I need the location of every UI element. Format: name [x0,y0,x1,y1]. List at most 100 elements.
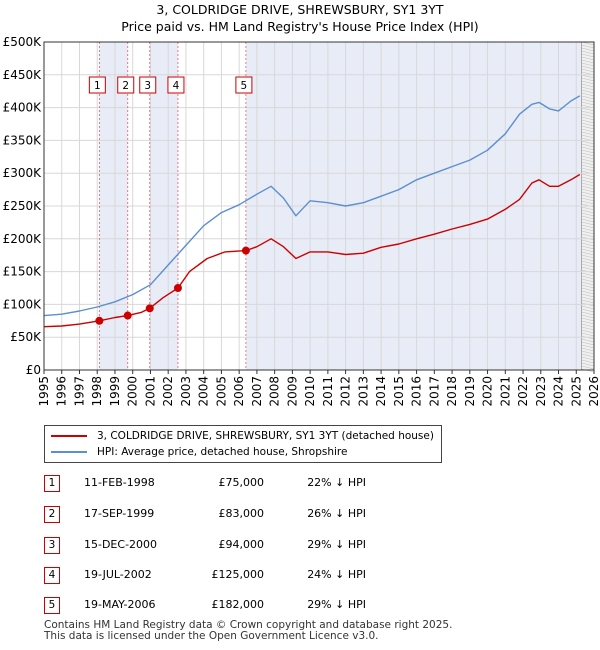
future-hatch [581,53,595,58]
x-tick-label: 1999 [108,376,122,407]
y-tick-label: £500K [3,35,43,49]
future-hatch [581,338,595,343]
x-tick-label: 2017 [427,376,441,407]
future-hatch [581,284,595,289]
x-tick-label: 2001 [143,376,157,407]
future-hatch [581,167,595,172]
future-hatch [581,80,595,85]
transaction-price: £94,000 [218,538,265,551]
transaction-badge: 1 [44,475,60,492]
future-hatch [581,290,595,295]
future-hatch [581,83,595,88]
transaction-badge-label: 3 [144,80,151,92]
future-hatch [581,362,595,367]
legend-label-property: 3, COLDRIDGE DRIVE, SHREWSBURY, SY1 3YT … [97,430,434,442]
future-hatch [581,44,595,49]
transaction-badge-label: 4 [173,80,180,92]
legend: 3, COLDRIDGE DRIVE, SHREWSBURY, SY1 3YT … [44,425,442,463]
future-hatch [581,134,595,139]
x-tick-label: 2004 [197,376,211,407]
y-tick-label: £50K [10,330,42,344]
future-hatch [581,59,595,64]
footer-copyright: Contains HM Land Registry data © Crown c… [44,619,453,631]
future-hatch [581,194,595,199]
legend-label-hpi: HPI: Average price, detached house, Shro… [97,446,348,458]
future-hatch [581,188,595,193]
future-hatch [581,62,595,67]
future-hatch [581,86,595,91]
future-hatch [581,344,595,349]
transaction-date: 17-SEP-1999 [84,507,155,520]
x-tick-label: 2026 [587,376,600,407]
future-hatch [581,239,595,244]
transaction-date: 19-JUL-2002 [84,568,152,581]
future-hatch [581,146,595,151]
x-tick-label: 2010 [303,376,317,407]
future-hatch [581,119,595,124]
legend-swatch-property [51,435,87,437]
future-hatch [581,212,595,217]
x-tick-label: 2019 [463,376,477,407]
future-hatch [581,260,595,265]
transaction-price: £182,000 [211,598,265,611]
future-hatch [581,323,595,328]
x-tick-label: 2000 [126,376,140,407]
transaction-price: £125,000 [211,568,265,581]
future-hatch [581,182,595,187]
footer: Contains HM Land Registry data © Crown c… [44,620,452,642]
future-hatch [581,56,595,61]
future-hatch [581,173,595,178]
future-hatch [581,359,595,364]
future-hatch [581,329,595,334]
future-hatch [581,218,595,223]
future-hatch [581,242,595,247]
future-hatch [581,179,595,184]
future-hatch [581,272,595,277]
transaction-point [241,246,250,255]
future-hatch [581,296,595,301]
future-hatch [581,128,595,133]
y-tick-label: £0 [26,363,41,377]
y-tick-label: £100K [3,297,43,311]
transaction-badge-box [167,76,185,94]
transaction-hpi: 22% ↓ HPI [307,476,366,489]
future-hatch [581,221,595,226]
future-hatch [581,299,595,304]
transaction-badge-box [88,76,106,94]
x-tick-label: 2021 [498,376,512,407]
future-hatch [581,176,595,181]
future-hatch [581,161,595,166]
future-hatch [581,227,595,232]
transaction-badge: 5 [44,597,60,614]
future-hatch [581,347,595,352]
x-tick-label: 2008 [268,376,282,407]
transaction-point [173,284,182,292]
legend-item-property: 3, COLDRIDGE DRIVE, SHREWSBURY, SY1 3YT … [51,428,434,444]
future-hatch [581,311,595,316]
y-tick-label: £450K [3,68,43,82]
future-hatch [581,149,595,154]
transaction-date: 11-FEB-1998 [84,476,155,489]
future-hatch [581,89,595,94]
footer-licence: This data is licensed under the Open Gov… [44,630,379,642]
future-hatch [581,350,595,355]
hpi-line [43,95,581,317]
transaction-hpi: 29% ↓ HPI [307,598,366,611]
x-tick-label: 2018 [445,376,459,407]
plot-frame [43,41,595,371]
property-price-line [43,173,581,328]
future-hatch [581,275,595,280]
y-tick-label: £150K [3,265,43,279]
transaction-badge: 2 [44,506,60,523]
x-tick-label: 2013 [356,376,370,407]
future-hatch [581,278,595,283]
y-tick-label: £200K [3,232,43,246]
chart-title: 3, COLDRIDGE DRIVE, SHREWSBURY, SY1 3YT [156,2,444,17]
transaction-date: 15-DEC-2000 [84,538,158,551]
future-hatch [581,122,595,127]
future-hatch [581,230,595,235]
future-hatch [581,185,595,190]
x-tick-label: 2022 [516,376,530,407]
future-hatch [581,92,595,97]
future-hatch [581,47,595,52]
